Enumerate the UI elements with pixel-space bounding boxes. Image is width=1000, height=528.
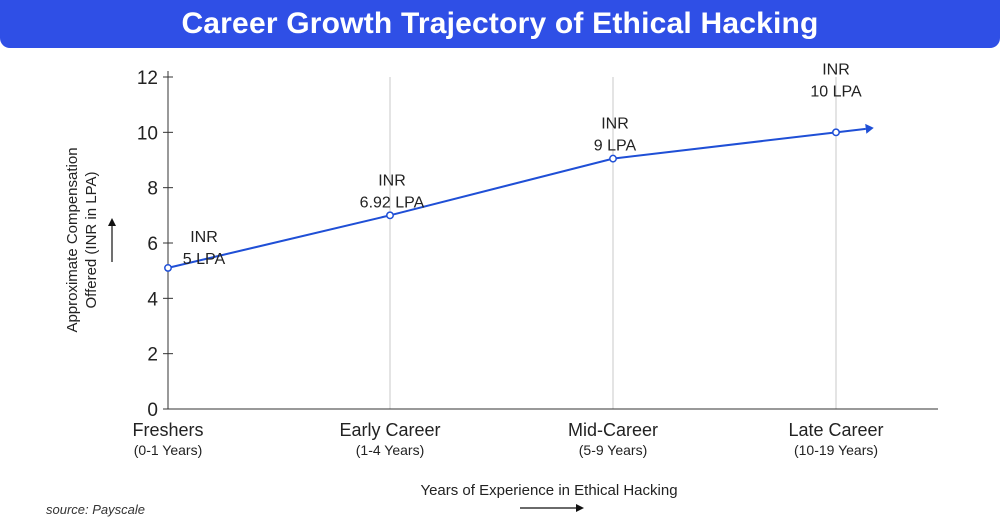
data-label-value: 10 LPA <box>810 83 862 100</box>
y-axis-arrow-head <box>108 218 116 226</box>
x-tick-label: Freshers <box>132 420 203 440</box>
x-axis-arrow-head <box>576 504 584 512</box>
y-tick-label: 6 <box>147 234 158 255</box>
y-tick-label: 4 <box>147 289 158 310</box>
y-axis-title-line1: Approximate Compensation <box>64 147 81 332</box>
x-tick-sublabel: (5-9 Years) <box>579 442 647 458</box>
chart-title: Career Growth Trajectory of Ethical Hack… <box>181 7 819 40</box>
data-label-currency: INR <box>190 229 218 246</box>
data-label-value: 5 LPA <box>183 251 226 268</box>
data-label-value: 6.92 LPA <box>360 194 425 211</box>
data-point <box>609 154 617 163</box>
y-tick-label: 0 <box>147 400 158 421</box>
data-point <box>164 263 172 272</box>
data-label-currency: INR <box>378 172 406 189</box>
x-tick-label: Late Career <box>788 420 883 440</box>
x-axis-title: Years of Experience in Ethical Hacking <box>420 482 677 499</box>
series-arrow-shaft <box>835 127 866 134</box>
x-tick-sublabel: (1-4 Years) <box>356 442 424 458</box>
data-point <box>832 128 840 137</box>
source-note: source: Payscale <box>46 502 145 517</box>
y-tick-label: 12 <box>137 68 158 89</box>
y-tick-label: 2 <box>147 345 158 366</box>
x-tick-label: Early Career <box>339 420 440 440</box>
data-label-currency: INR <box>822 61 850 78</box>
title-bar: Career Growth Trajectory of Ethical Hack… <box>0 0 1000 48</box>
data-point <box>386 211 394 220</box>
x-tick-label: Mid-Career <box>568 420 658 440</box>
data-label-value: 9 LPA <box>594 138 637 155</box>
series-line <box>167 131 837 269</box>
x-tick-sublabel: (0-1 Years) <box>134 442 202 458</box>
y-tick-label: 8 <box>147 179 158 200</box>
series-arrow-head <box>865 123 874 134</box>
x-tick-sublabel: (10-19 Years) <box>794 442 878 458</box>
y-axis-title-line2: Offered (INR in LPA) <box>83 172 100 309</box>
data-label-currency: INR <box>601 116 629 133</box>
y-tick-label: 10 <box>137 123 158 144</box>
